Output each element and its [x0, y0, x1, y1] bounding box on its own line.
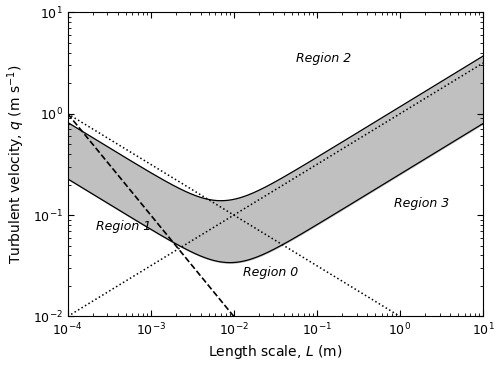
Y-axis label: Turbulent velocity, $q$ (m s$^{-1}$): Turbulent velocity, $q$ (m s$^{-1}$) [6, 65, 27, 264]
Text: Region 1: Region 1 [96, 219, 152, 233]
Text: Region 3: Region 3 [394, 197, 449, 210]
Text: Region 0: Region 0 [244, 266, 298, 279]
Text: Region 2: Region 2 [296, 52, 351, 65]
X-axis label: Length scale, $L$ (m): Length scale, $L$ (m) [208, 344, 342, 361]
